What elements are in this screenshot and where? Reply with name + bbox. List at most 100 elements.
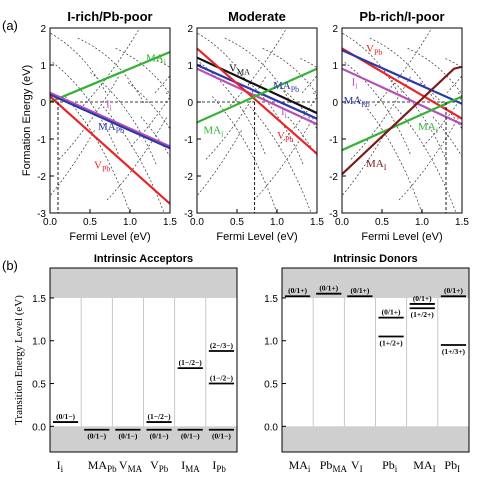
- series-V_Pb: [197, 47, 317, 155]
- x-tick-label: 1.0: [123, 217, 137, 228]
- x-tick-label: 1.5: [455, 217, 469, 228]
- series-MA_Pb: [50, 93, 170, 150]
- y-tick-label: 1: [40, 61, 46, 72]
- defect-label: IPb: [212, 458, 226, 474]
- dashed-line: [350, 75, 412, 160]
- transition-level-label: (0/1−): [212, 432, 231, 441]
- dashed-line: [154, 75, 170, 93]
- series-label-MA_Pb: MAPb: [344, 95, 370, 109]
- defect-label: PbI: [444, 458, 460, 474]
- defect-label-sub: I: [457, 464, 460, 474]
- transition-level-label: (0/1+): [319, 284, 338, 293]
- defect-label-sub: MA: [128, 464, 143, 474]
- transition-level-label: (1+/3+): [442, 347, 466, 356]
- series-I_i: [50, 91, 170, 148]
- series-MA_i: [50, 50, 170, 104]
- series-label-MA_Pb-base: MA: [344, 95, 362, 107]
- series-V_Pb: [50, 95, 170, 205]
- part-a-label: (a): [2, 18, 18, 33]
- series-MA_Pb: [197, 63, 317, 120]
- x-tick-label: 0.0: [190, 217, 204, 228]
- dashed-background-lines: [197, 28, 317, 213]
- series-label-I_i-base: I: [106, 99, 110, 111]
- dashed-line: [382, 72, 449, 166]
- defect-label-sub: Pb: [159, 464, 169, 474]
- y-tick-label: -1: [329, 135, 338, 146]
- series-label-V_Pb-base: V: [94, 160, 102, 172]
- defect-label: PbMA: [320, 458, 348, 474]
- dashed-line: [457, 92, 462, 97]
- transition-level-label: (0/1+): [444, 286, 463, 295]
- series-I_i: [342, 67, 462, 126]
- defect-label-base: I: [57, 458, 61, 472]
- dashed-line: [153, 58, 170, 68]
- dashed-line: [446, 75, 462, 93]
- conduction-band: [282, 268, 469, 298]
- series-label-MA_Pb: MAPb: [98, 121, 124, 135]
- y-tick-label: -2: [184, 172, 193, 183]
- y-tick-label: 0: [332, 98, 338, 109]
- x-tick-label: 0.5: [83, 217, 97, 228]
- dashed-line: [115, 48, 170, 95]
- y-tick-label: 1: [332, 61, 338, 72]
- series-label-MA_I: MAI: [366, 158, 387, 172]
- series-label-I_i: Ii: [106, 99, 113, 113]
- transition-level-label: (0/1+): [413, 294, 432, 303]
- defect-label-base: Pb: [444, 458, 457, 472]
- y-tick-label: 1.0: [32, 337, 46, 348]
- dashed-line: [369, 37, 437, 104]
- series-MA_I: [342, 65, 462, 176]
- defect-label-base: I: [212, 458, 216, 472]
- series-label-V_MA-sub: MA: [237, 68, 250, 77]
- dashed-line: [224, 37, 292, 104]
- y-tick-label: 0.5: [32, 380, 46, 391]
- transition-level-label: (0/1−): [118, 432, 137, 441]
- dashed-line: [301, 75, 317, 93]
- defect-label-base: V: [351, 458, 360, 472]
- dashed-line: [398, 116, 460, 201]
- transition-level-label: (1+/2+): [411, 310, 435, 319]
- y-tick-label: 1.5: [32, 294, 46, 305]
- series-lines: [50, 50, 170, 205]
- dashed-line: [50, 32, 107, 93]
- dashed-line: [58, 75, 120, 160]
- series-label-MA_Pb-sub: Pb: [116, 126, 124, 135]
- defect-label: IMA: [181, 458, 200, 474]
- x-tick-label: 0.0: [43, 217, 57, 228]
- series-label-V_Pb-sub: Pb: [285, 135, 293, 144]
- x-tick-label: 0.5: [230, 217, 244, 228]
- series-label-V_MA-base: V: [229, 63, 237, 75]
- panel-frame: [49, 267, 238, 453]
- series-label-MA_I-sub: I: [384, 163, 387, 172]
- x-tick-label: 1.0: [270, 217, 284, 228]
- y-tick-label: -3: [37, 209, 46, 220]
- series-label-MA_i: MAi: [418, 121, 439, 135]
- dashed-line: [52, 61, 119, 155]
- defect-label: Ii: [57, 458, 64, 474]
- series-label-V_MA: VMA: [229, 63, 250, 77]
- x-tick-label: 1.0: [415, 217, 429, 228]
- transition-panel-donors: (0/1+)MAi(0/1+)PbMA(0/1+)VI(0/1+)(1+/2+)…: [264, 253, 470, 474]
- dashed-line: [445, 58, 462, 68]
- y-tick-label: -2: [329, 172, 338, 183]
- y-tick-label: 1.5: [264, 294, 278, 305]
- series-lines: [197, 47, 317, 155]
- dashed-line: [300, 58, 317, 68]
- dashed-line: [342, 32, 399, 93]
- dashed-line: [356, 96, 423, 213]
- defect-label-sub: i: [395, 464, 398, 474]
- dashed-line: [199, 61, 266, 155]
- x-axis-label: Fermi Level (eV): [216, 231, 297, 243]
- transition-level-label: (0/1−): [150, 432, 169, 441]
- y-tick-label: -1: [184, 135, 193, 146]
- y-axis-label: Transition Energy Level (eV): [13, 295, 25, 425]
- dashed-line: [130, 96, 170, 147]
- transition-level-label: (1−/2−): [210, 374, 234, 383]
- series-label-V_Pb-sub: Pb: [374, 48, 382, 57]
- defect-label: Pbi: [382, 458, 398, 474]
- transition-level-label: (1−/2−): [148, 412, 172, 421]
- panel-frame: [341, 27, 463, 214]
- series-label-MA_Pb-sub: Pb: [361, 100, 369, 109]
- panel-frame: [49, 27, 171, 214]
